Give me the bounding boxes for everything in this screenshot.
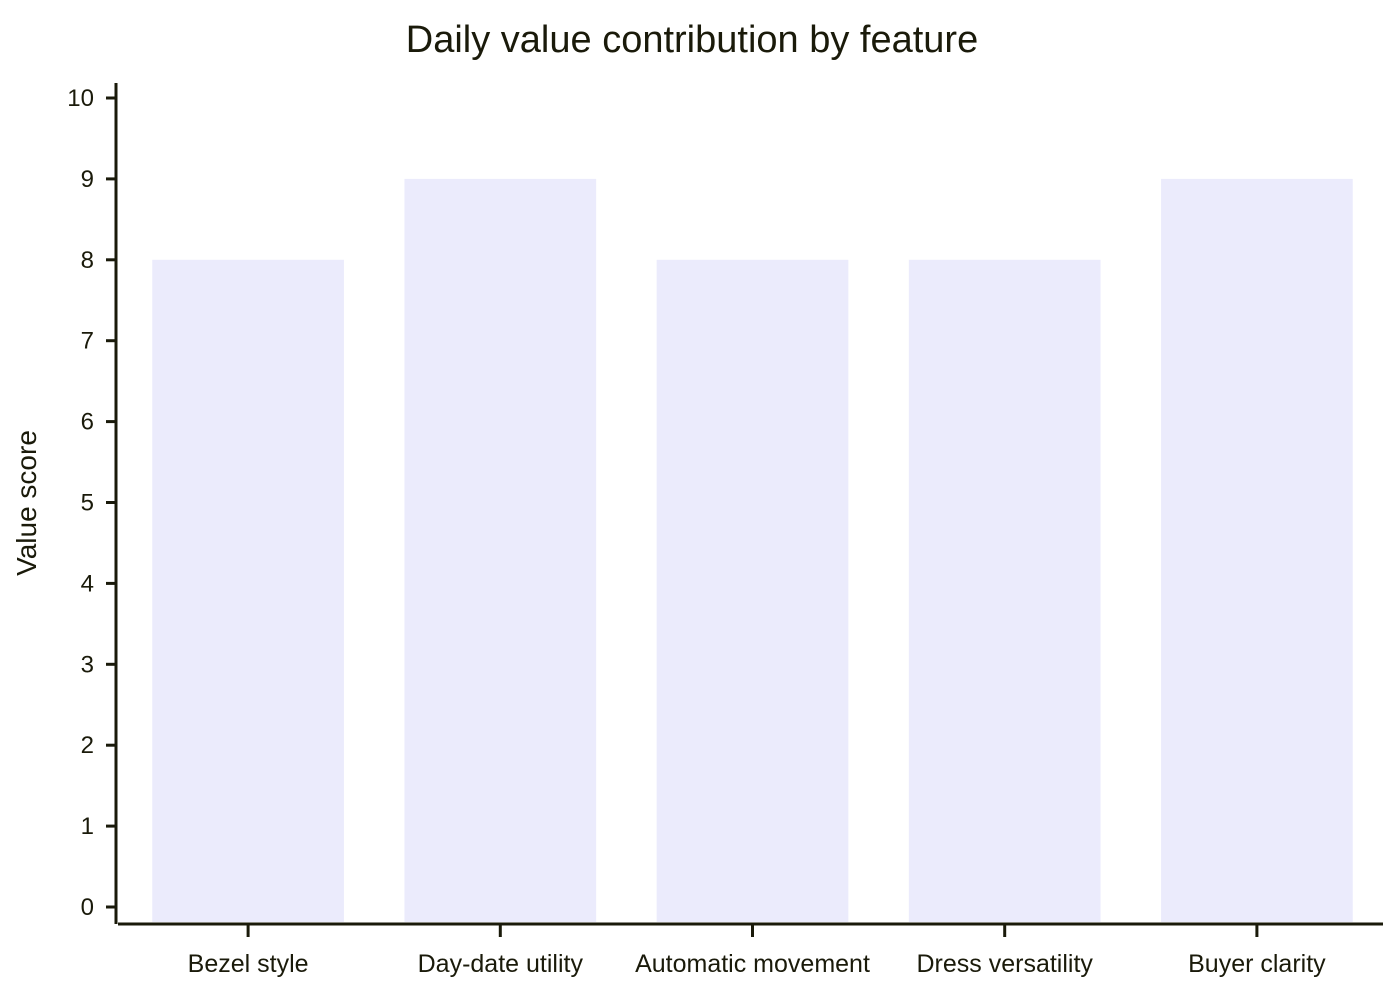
y-tick-label: 10 [67, 85, 94, 112]
chart-title: Daily value contribution by feature [406, 19, 978, 61]
y-axis-label: Value score [11, 430, 42, 576]
x-tick-label: Bezel style [188, 950, 309, 978]
y-tick-label: 0 [81, 894, 94, 921]
x-ticks-group: Bezel style Day-date utility Automatic mov… [188, 924, 1326, 978]
y-tick-label: 2 [81, 732, 94, 759]
y-tick-label: 9 [81, 166, 94, 193]
bars-group [152, 178, 1353, 922]
bar [908, 259, 1101, 922]
y-tick-label: 3 [81, 651, 94, 678]
x-tick-label: Buyer clarity [1188, 950, 1326, 978]
bar [404, 178, 597, 922]
bar [1161, 178, 1353, 922]
y-tick-label: 7 [81, 328, 94, 355]
y-tick-label: 6 [81, 409, 94, 436]
bar [152, 259, 344, 922]
y-tick-label: 4 [81, 570, 94, 597]
y-ticks-group: 0 1 2 3 4 5 6 7 8 9 10 [67, 85, 116, 921]
x-tick-label: Dress versatility [916, 950, 1093, 978]
bar [656, 259, 849, 922]
y-tick-label: 5 [81, 490, 94, 517]
y-tick-label: 1 [81, 813, 94, 840]
y-tick-label: 8 [81, 247, 94, 274]
x-tick-label: Day-date utility [418, 950, 584, 978]
x-tick-label: Automatic movement [635, 950, 870, 978]
